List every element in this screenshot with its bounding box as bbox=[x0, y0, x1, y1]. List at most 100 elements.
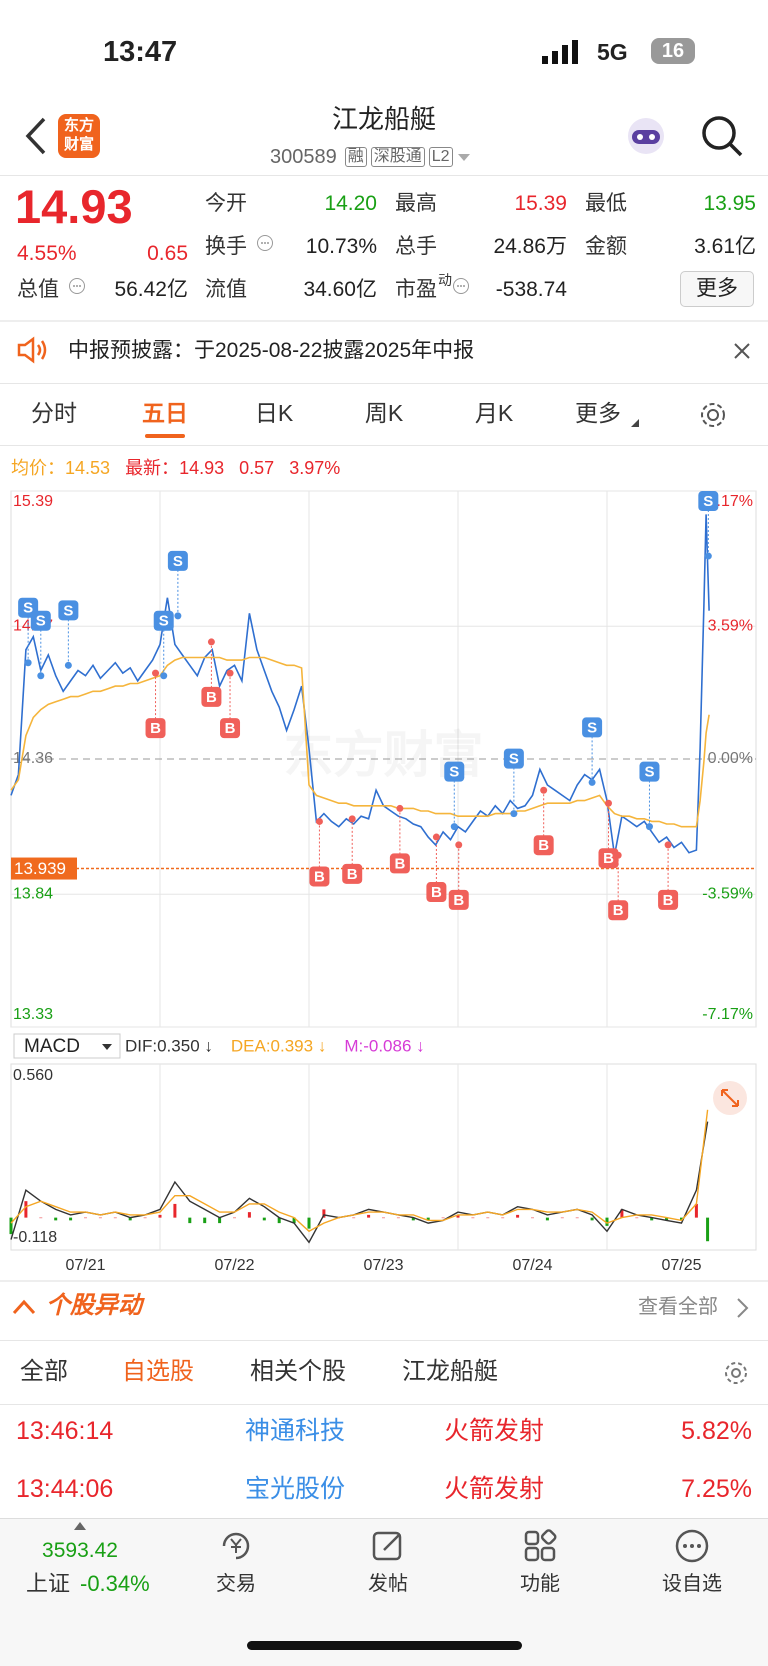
divider bbox=[0, 320, 768, 322]
index-change[interactable]: -0.34% bbox=[80, 1571, 150, 1596]
badge: 深股通 bbox=[370, 147, 425, 167]
macd-bar bbox=[441, 1217, 445, 1219]
signal-icon bbox=[542, 40, 578, 64]
y2-tick-label: 7.17% bbox=[708, 493, 753, 510]
macd-bar bbox=[396, 1217, 400, 1219]
last-value: 14.93 bbox=[179, 458, 225, 478]
marker-label: B bbox=[150, 720, 161, 737]
tab[interactable]: 更多 bbox=[575, 400, 621, 426]
speaker-icon bbox=[17, 336, 47, 364]
macd-bar bbox=[531, 1217, 534, 1219]
badge: L2 bbox=[428, 147, 453, 167]
marker-dot bbox=[348, 815, 356, 823]
watchlist-icon[interactable] bbox=[674, 1528, 710, 1564]
mover-time: 13:44:06 bbox=[16, 1475, 114, 1503]
macd-bar bbox=[620, 1209, 624, 1218]
marker-label: B bbox=[206, 689, 217, 706]
index-value[interactable]: 3593.42 bbox=[42, 1539, 118, 1562]
marker-badge bbox=[582, 717, 603, 738]
robot-avatar[interactable] bbox=[624, 114, 668, 158]
close-button[interactable] bbox=[733, 342, 751, 360]
function-icon[interactable] bbox=[522, 1528, 558, 1564]
last-label: 最新： bbox=[125, 458, 180, 478]
macd-bar bbox=[665, 1217, 669, 1221]
mover-tab[interactable]: 江龙船艇 bbox=[402, 1358, 498, 1385]
collapse-icon[interactable] bbox=[12, 1298, 36, 1316]
macd-bar bbox=[113, 1217, 117, 1219]
indicator-name: MACD bbox=[24, 1036, 80, 1057]
search-button[interactable] bbox=[700, 114, 744, 158]
mover-name[interactable]: 宝光股份 bbox=[245, 1475, 346, 1503]
post-icon[interactable] bbox=[370, 1528, 406, 1564]
marker-dot bbox=[432, 833, 440, 841]
macd-bar bbox=[590, 1217, 594, 1221]
mover-tab[interactable]: 全部 bbox=[20, 1358, 68, 1385]
legend-entry: M:-0.086 ↓ bbox=[344, 1036, 424, 1055]
nav-label[interactable]: 发帖 bbox=[368, 1573, 408, 1595]
field-label: 市盈 bbox=[395, 278, 437, 301]
mover-pct: 7.25% bbox=[681, 1475, 752, 1503]
notice-text[interactable]: 中报预披露：于2025-08-22披露2025年中报 bbox=[68, 339, 475, 362]
field-value: -538.74 bbox=[495, 278, 567, 301]
tab[interactable]: 周K bbox=[364, 400, 404, 426]
marker-dot bbox=[160, 672, 168, 680]
tab[interactable]: 月K bbox=[474, 400, 514, 426]
marker-dot bbox=[588, 778, 596, 786]
view-all[interactable]: 查看全部 bbox=[638, 1296, 718, 1318]
marker-label: S bbox=[36, 613, 46, 630]
logo[interactable]: 东方 财富 bbox=[58, 114, 100, 158]
up-arrow bbox=[74, 1522, 86, 1530]
expand-button[interactable] bbox=[712, 1080, 748, 1116]
dropdown-arrow[interactable] bbox=[457, 152, 471, 162]
macd-bar bbox=[128, 1217, 132, 1221]
macd-bar bbox=[322, 1209, 326, 1218]
macd-bar bbox=[456, 1214, 460, 1218]
nav-label[interactable]: 设自选 bbox=[662, 1573, 722, 1595]
macd-bar bbox=[39, 1217, 43, 1219]
field-sup: 动 bbox=[438, 272, 452, 288]
tab[interactable]: 分时 bbox=[31, 400, 77, 426]
marker-badge bbox=[342, 863, 363, 884]
field-value: 34.60亿 bbox=[303, 278, 377, 301]
mover-name[interactable]: 神通科技 bbox=[245, 1417, 346, 1445]
mover-tab[interactable]: 自选股 bbox=[122, 1358, 194, 1385]
marker-label: S bbox=[173, 553, 183, 570]
legend-entry: DIF:0.350 ↓ bbox=[125, 1036, 213, 1055]
tab-underline bbox=[145, 434, 185, 438]
macd-bar bbox=[277, 1217, 281, 1224]
y-tick-label: 15.39 bbox=[13, 493, 53, 510]
field-value: 10.73% bbox=[305, 235, 377, 258]
trade-icon[interactable] bbox=[218, 1528, 254, 1564]
y2-tick-label: 3.59% bbox=[708, 618, 753, 635]
info-icon[interactable] bbox=[452, 277, 470, 295]
macd-bar bbox=[292, 1217, 296, 1224]
marker-badge bbox=[533, 835, 554, 856]
divider bbox=[0, 1404, 768, 1405]
marker-badge bbox=[167, 550, 188, 571]
tab[interactable]: 五日 bbox=[142, 400, 188, 426]
marker-badge bbox=[145, 718, 166, 739]
nav-label[interactable]: 功能 bbox=[520, 1573, 560, 1595]
marker-label: S bbox=[23, 600, 33, 617]
settings-button[interactable] bbox=[723, 1360, 749, 1386]
indicator-selector[interactable] bbox=[13, 1033, 121, 1059]
more-button[interactable]: 更多 bbox=[680, 271, 754, 307]
logo-text: 财富 bbox=[63, 136, 94, 153]
field-label: 最低 bbox=[585, 192, 627, 215]
nav-label[interactable]: 交易 bbox=[216, 1573, 256, 1595]
info-icon[interactable] bbox=[256, 234, 274, 252]
y2-tick-label: -3.59% bbox=[702, 886, 753, 903]
mover-tab[interactable]: 相关个股 bbox=[250, 1358, 346, 1385]
x-tick-label: 07/24 bbox=[512, 1257, 552, 1274]
macd-bar bbox=[84, 1217, 87, 1219]
marker-label: S bbox=[644, 764, 654, 781]
macd-bar bbox=[69, 1217, 73, 1221]
marker-dot bbox=[540, 786, 548, 794]
settings-button[interactable] bbox=[698, 400, 728, 430]
y-tick-label: 13.33 bbox=[13, 1006, 53, 1023]
tab[interactable]: 日K bbox=[254, 400, 294, 426]
info-icon[interactable] bbox=[68, 277, 86, 295]
index-name[interactable]: 上证 bbox=[26, 1571, 71, 1596]
back-button[interactable] bbox=[24, 116, 48, 156]
